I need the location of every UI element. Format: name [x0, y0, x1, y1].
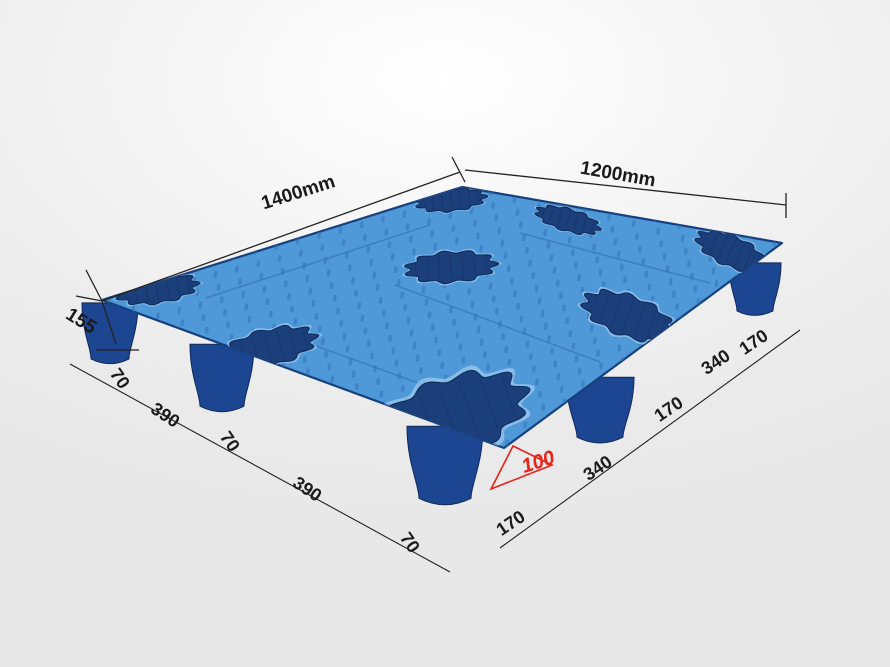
svg-text:70: 70: [106, 365, 134, 393]
svg-text:170: 170: [736, 325, 772, 358]
svg-text:340: 340: [580, 451, 616, 484]
svg-text:170: 170: [651, 392, 687, 425]
svg-text:170: 170: [493, 506, 529, 539]
svg-text:340: 340: [698, 345, 734, 378]
svg-text:70: 70: [216, 428, 244, 456]
svg-text:390: 390: [147, 398, 183, 431]
svg-text:70: 70: [396, 529, 424, 557]
svg-text:1400mm: 1400mm: [259, 171, 338, 214]
